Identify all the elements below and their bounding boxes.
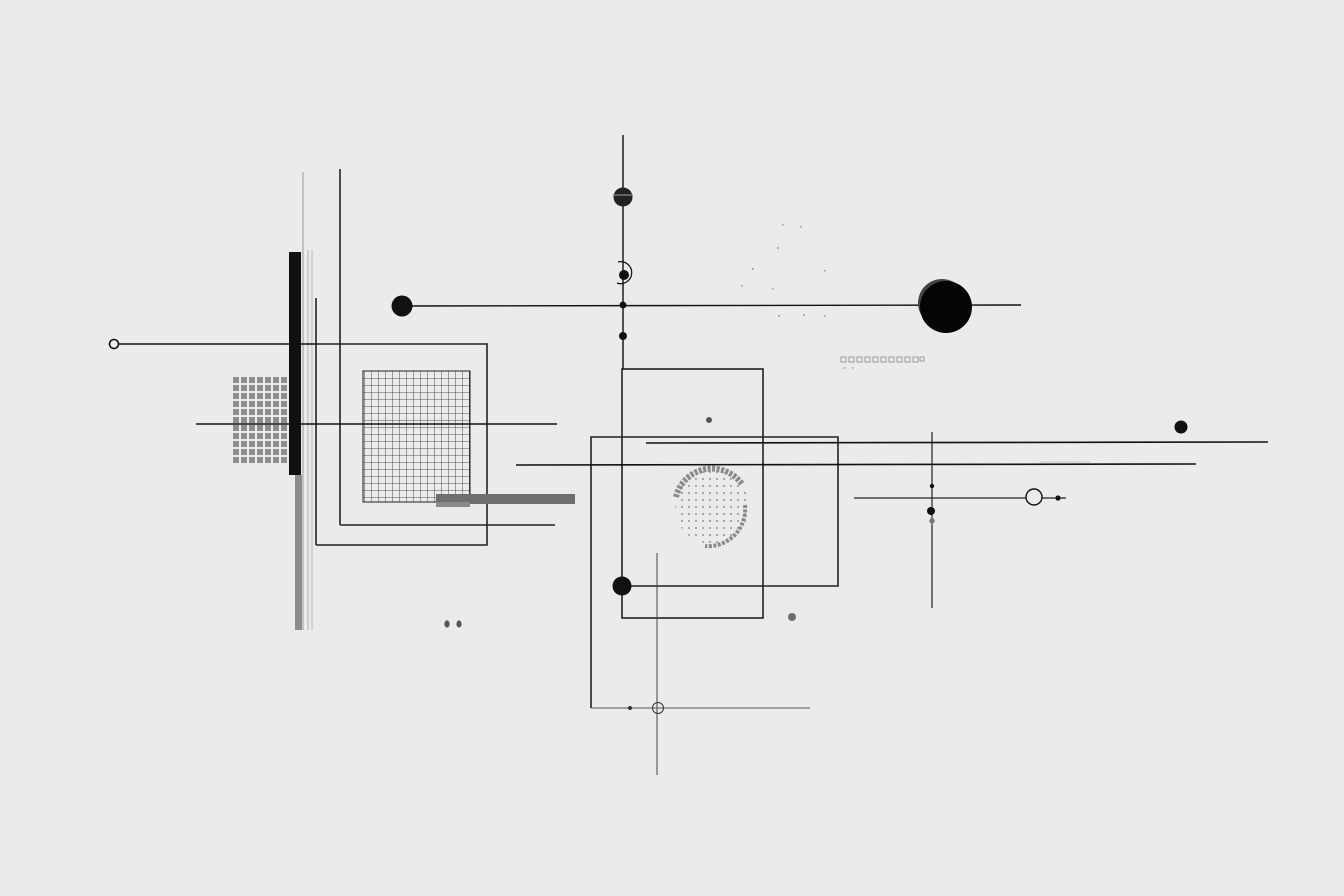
small-dot: [456, 620, 462, 628]
small-dot: [444, 620, 450, 628]
faint-specks: [741, 224, 826, 317]
junction-dot: [619, 301, 627, 309]
gray-horizontal-bar: [436, 494, 575, 504]
crosshair-ring: [652, 702, 664, 714]
right-cluster: [515, 420, 1269, 608]
long-horizontal-line: [515, 463, 1197, 466]
base-tick-dot: [628, 706, 632, 710]
junction-dot: [929, 483, 935, 489]
open-circle-node: [1025, 488, 1043, 506]
junction-dot: [1055, 495, 1061, 501]
gray-vertical-bar: [295, 475, 302, 630]
solid-circle-node: [391, 295, 413, 317]
small-diamond-dot: [706, 417, 712, 423]
gray-horizontal-bar-shadow: [436, 502, 470, 507]
left-cluster: [108, 169, 575, 630]
open-circle-node: [108, 338, 120, 350]
fine-grid-square: [362, 370, 471, 503]
junction-dot: [619, 332, 627, 340]
solid-circle-node: [1174, 420, 1188, 434]
tall-outline-rectangle: [621, 368, 764, 619]
central-cluster: [590, 368, 839, 775]
split-circle-node: [613, 187, 633, 207]
arc-mark: [616, 261, 633, 285]
horizontal-line: [400, 304, 1022, 307]
gray-dot-grid-block: [232, 375, 290, 463]
outline-frame: [590, 436, 839, 708]
gray-arc: [673, 465, 745, 498]
tiny-glyph-row: [840, 356, 925, 369]
solid-circle-node: [612, 576, 632, 596]
thick-black-bar: [289, 252, 301, 475]
small-gray-dot: [788, 613, 796, 621]
gray-arc: [704, 504, 748, 549]
long-horizontal-line: [645, 441, 1269, 444]
solid-circle-node: [619, 270, 629, 280]
small-diamond: [929, 516, 935, 525]
large-solid-circle: [920, 281, 972, 333]
outline-rectangle: [316, 343, 488, 546]
dotted-circle: [675, 470, 749, 544]
top-axis: [391, 135, 1022, 370]
junction-dot: [927, 507, 935, 515]
